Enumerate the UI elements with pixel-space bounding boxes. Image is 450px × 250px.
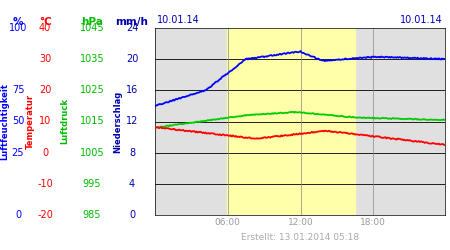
Text: -10: -10: [37, 179, 53, 189]
Text: -20: -20: [37, 210, 53, 220]
Text: 75: 75: [12, 85, 24, 95]
Text: 20: 20: [126, 54, 138, 64]
Text: mm/h: mm/h: [116, 17, 148, 27]
Text: Luftdruck: Luftdruck: [60, 98, 69, 144]
Text: 10: 10: [39, 116, 51, 126]
Text: 8: 8: [129, 148, 135, 158]
Text: 50: 50: [12, 116, 24, 126]
Text: 25: 25: [12, 148, 24, 158]
Text: Temperatur: Temperatur: [26, 94, 35, 149]
Text: 4: 4: [129, 179, 135, 189]
Text: Niederschlag: Niederschlag: [113, 90, 122, 152]
Text: Erstellt: 13.01.2014 05:18: Erstellt: 13.01.2014 05:18: [241, 234, 359, 242]
Text: °C: °C: [39, 17, 51, 27]
Text: 1045: 1045: [80, 23, 104, 33]
Text: hPa: hPa: [81, 17, 103, 27]
Text: 995: 995: [83, 179, 101, 189]
Text: 20: 20: [39, 85, 51, 95]
Text: %: %: [13, 17, 23, 27]
Bar: [227, 28, 355, 215]
Text: 40: 40: [39, 23, 51, 33]
Text: 1025: 1025: [80, 85, 104, 95]
Text: 10.01.14: 10.01.14: [157, 15, 200, 25]
Text: 985: 985: [83, 210, 101, 220]
Text: Luftfeuchtigkeit: Luftfeuchtigkeit: [0, 83, 9, 160]
Text: 0: 0: [15, 210, 21, 220]
Text: 10.01.14: 10.01.14: [400, 15, 443, 25]
Text: 1005: 1005: [80, 148, 104, 158]
Text: 12: 12: [126, 116, 138, 126]
Text: 1035: 1035: [80, 54, 104, 64]
Text: 0: 0: [42, 148, 48, 158]
Text: 100: 100: [9, 23, 27, 33]
Text: 1015: 1015: [80, 116, 104, 126]
Text: 0: 0: [129, 210, 135, 220]
Text: 30: 30: [39, 54, 51, 64]
Text: 24: 24: [126, 23, 138, 33]
Text: 16: 16: [126, 85, 138, 95]
